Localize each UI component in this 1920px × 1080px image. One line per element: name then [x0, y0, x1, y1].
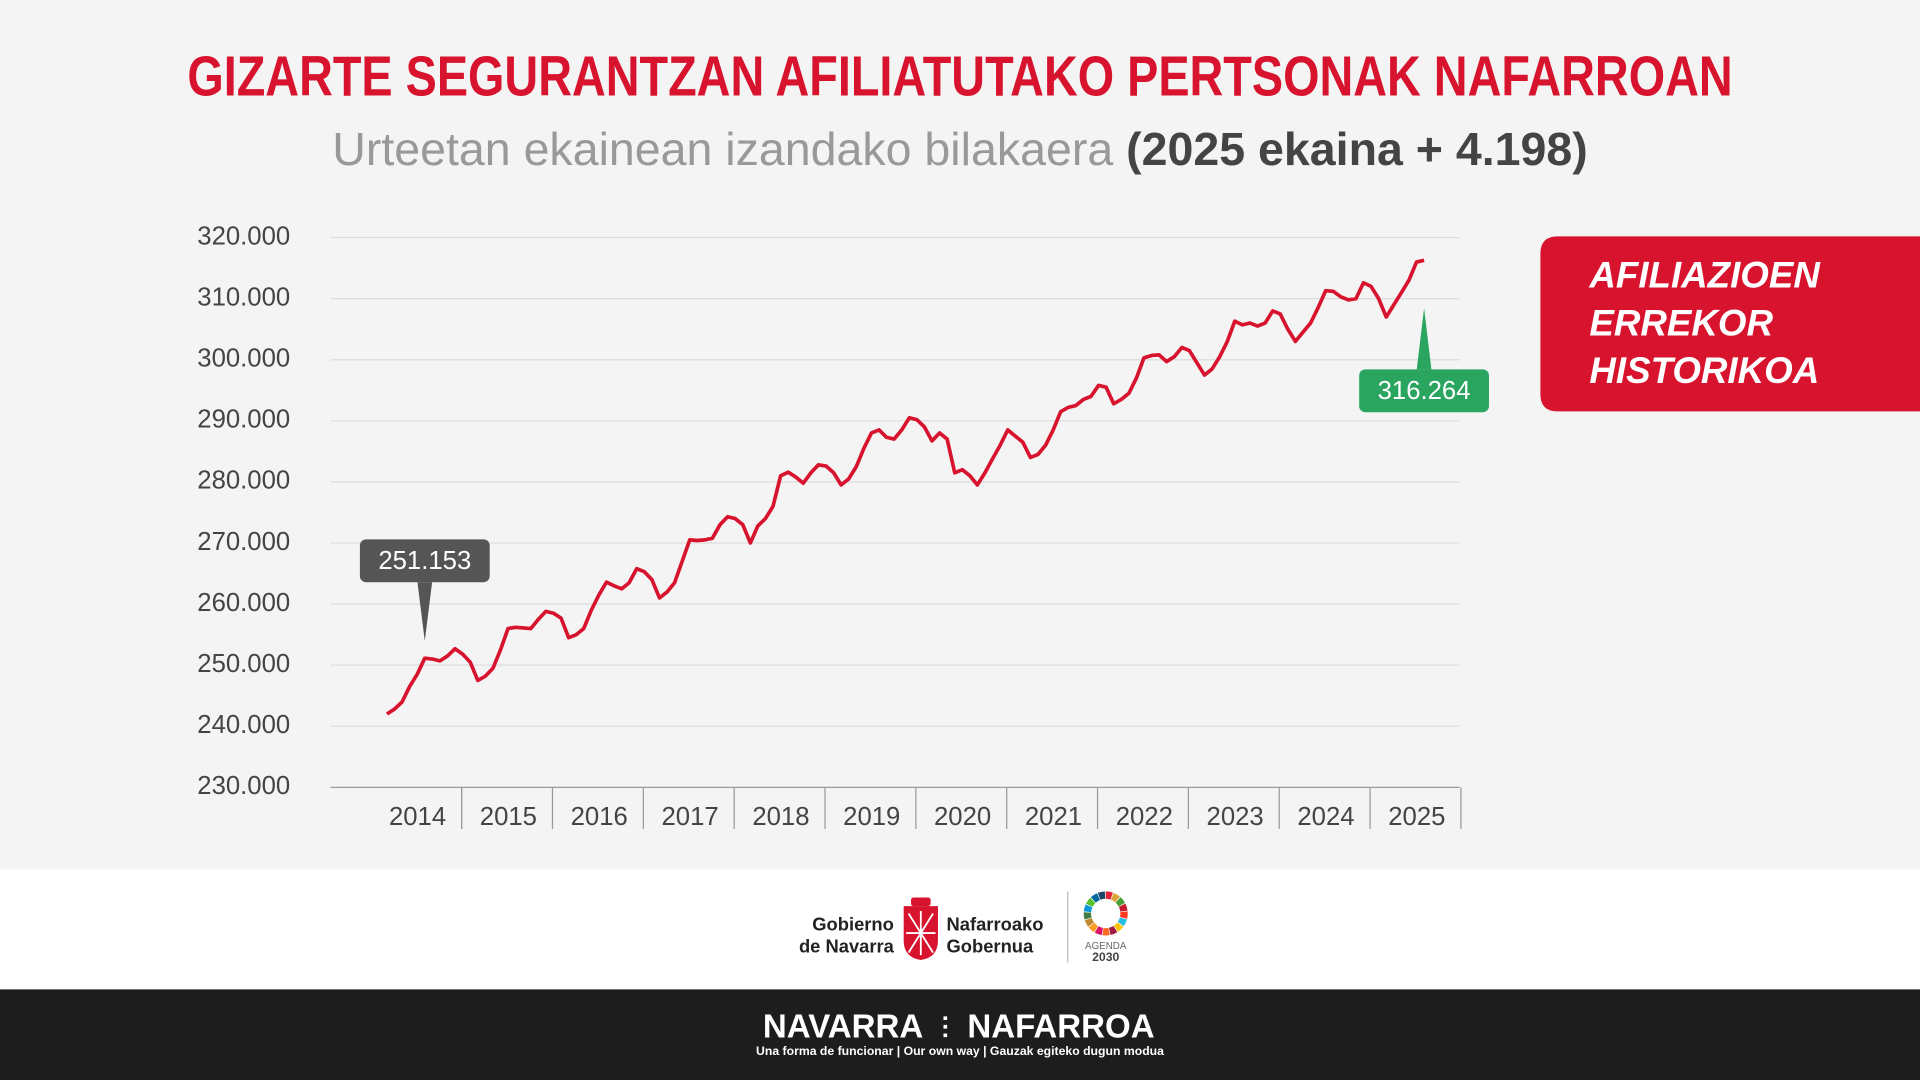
y-tick-label: 280.000	[197, 467, 290, 495]
x-tick-label: 2017	[661, 803, 718, 831]
crown	[911, 897, 931, 907]
ring-segment	[1097, 891, 1106, 900]
badge-line: AFILIAZIOEN	[1588, 255, 1821, 296]
ring-segment	[1117, 917, 1127, 927]
background	[0, 0, 1920, 870]
ring-segment	[1108, 925, 1118, 935]
annotation-pointer	[417, 582, 433, 641]
ring-segment	[1094, 926, 1104, 936]
y-tick-label: 270.000	[197, 528, 290, 556]
ring-segment	[1090, 893, 1101, 903]
footer-band	[0, 869, 1920, 990]
agenda-text: 2030	[1092, 950, 1119, 964]
y-tick-label: 300.000	[197, 345, 290, 373]
x-tick-label: 2024	[1297, 803, 1354, 831]
x-tick-label: 2022	[1116, 803, 1173, 831]
x-tick-label: 2015	[480, 803, 537, 831]
annotation-label: 316.264	[1378, 377, 1471, 405]
agenda-ring	[1083, 891, 1128, 936]
subtitle-highlight: (2025 ekaina + 4.198)	[1126, 123, 1588, 175]
ring-segment	[1113, 922, 1124, 932]
tagline: Una forma de funcionar | Our own way | G…	[756, 1044, 1164, 1058]
data-line	[385, 258, 1425, 716]
brand-text: NAVARRA	[763, 1008, 923, 1045]
ring-segment	[1088, 922, 1099, 933]
x-tick-label: 2025	[1388, 803, 1445, 831]
ring-segment	[1083, 904, 1093, 913]
ring-segment	[1118, 903, 1128, 912]
annotation-box	[359, 539, 490, 583]
annotation-pointer	[1416, 308, 1432, 370]
logo-text: de Navarra	[799, 936, 895, 957]
ring-segment	[1110, 892, 1120, 903]
x-tick-label: 2020	[934, 803, 991, 831]
x-tick-label: 2014	[389, 803, 446, 831]
y-tick-label: 240.000	[197, 711, 290, 739]
logo-text: Gobierno	[812, 914, 894, 935]
x-tick-label: 2018	[752, 803, 809, 831]
ring-segment	[1084, 917, 1095, 927]
y-tick-label: 320.000	[197, 222, 290, 250]
subtitle-text: Urteetan ekainean izandako bilakaera	[332, 123, 1113, 175]
annotation-box	[1359, 369, 1489, 413]
annotation-label: 251.153	[378, 547, 471, 575]
brand-band	[0, 989, 1920, 1080]
x-tick-label: 2023	[1207, 803, 1264, 831]
logo-text: Nafarroako	[947, 914, 1044, 935]
ring-segment	[1105, 891, 1113, 900]
chart-subtitle: Urteetan ekainean izandako bilakaera (20…	[332, 123, 1588, 175]
agenda-text: AGENDA	[1085, 941, 1127, 952]
y-tick-label: 250.000	[197, 650, 290, 678]
badge-line: ERREKOR	[1589, 302, 1773, 343]
shield-chains	[906, 911, 936, 956]
ring-segment	[1119, 911, 1128, 919]
chart-title: GIZARTE SEGURANTZAN AFILIATUTAKO PERTSON…	[187, 45, 1732, 108]
x-tick-label: 2019	[843, 803, 900, 831]
ring-segment	[1115, 897, 1126, 907]
x-tick-label: 2021	[1025, 803, 1082, 831]
ring-segment	[1085, 897, 1096, 908]
badge	[1540, 236, 1920, 412]
brand-text: NAFARROA	[967, 1008, 1154, 1045]
y-tick-label: 230.000	[197, 772, 290, 800]
y-tick-label: 290.000	[197, 406, 290, 434]
x-tick-label: 2016	[571, 803, 628, 831]
logo-text: Gobernua	[947, 936, 1034, 957]
ring-segment	[1083, 912, 1092, 920]
badge-line: HISTORIKOA	[1589, 350, 1819, 391]
y-tick-label: 260.000	[197, 589, 290, 617]
y-tick-label: 310.000	[197, 283, 290, 311]
